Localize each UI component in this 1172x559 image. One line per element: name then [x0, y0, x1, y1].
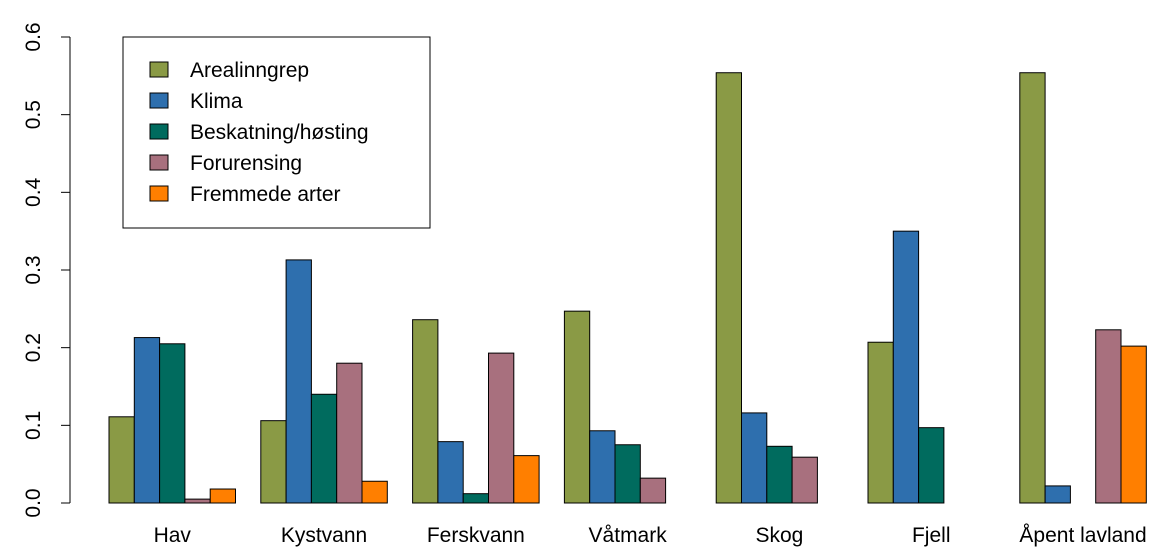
- bar: [260, 420, 287, 504]
- bar: [1120, 345, 1147, 504]
- bar: [108, 416, 135, 504]
- legend-swatch: [149, 185, 169, 202]
- bar: [159, 343, 186, 504]
- bar: [285, 259, 312, 504]
- x-tick-label: Ferskvann: [427, 524, 525, 547]
- x-tick-label: Åpent lavland: [1019, 524, 1146, 547]
- x-tick-label: Fjell: [912, 524, 951, 547]
- bar: [791, 456, 818, 504]
- bar: [488, 352, 515, 504]
- legend-swatch: [149, 154, 169, 171]
- x-tick-label: Kystvann: [281, 524, 367, 547]
- y-tick-label: 0.5: [22, 100, 45, 129]
- x-tick-label: Våtmark: [589, 524, 668, 547]
- bar: [867, 341, 894, 504]
- bar: [1019, 72, 1046, 504]
- legend-label: Arealinngrep: [190, 59, 309, 82]
- x-tick-label: Skog: [756, 524, 804, 547]
- bar: [715, 72, 743, 504]
- legend-label: Forurensing: [190, 152, 302, 175]
- bar: [184, 498, 211, 504]
- bar: [133, 337, 161, 504]
- bar: [766, 445, 793, 504]
- bar: [639, 477, 667, 504]
- bar: [589, 430, 616, 504]
- legend-swatch: [149, 92, 169, 109]
- legend-swatch: [149, 123, 169, 140]
- y-tick-label: 0.3: [22, 255, 45, 284]
- y-tick-label: 0.1: [22, 411, 45, 440]
- bar: [336, 362, 363, 504]
- bar: [892, 230, 920, 504]
- legend-label: Beskatning/høsting: [190, 121, 369, 144]
- y-tick-label: 0.2: [22, 333, 45, 362]
- bar: [741, 412, 768, 504]
- bar: [361, 480, 388, 504]
- bar: [1044, 485, 1071, 504]
- bar: [563, 310, 591, 504]
- bar: [209, 488, 236, 504]
- legend-swatch: [149, 61, 169, 78]
- legend-label: Klima: [190, 90, 243, 113]
- bar: [412, 319, 439, 504]
- legend-box: [122, 36, 431, 229]
- y-tick-label: 0.6: [22, 22, 45, 51]
- x-tick-label: Hav: [154, 524, 192, 547]
- y-tick-label: 0.4: [22, 177, 45, 207]
- bar: [513, 455, 540, 504]
- bar: [614, 444, 641, 504]
- bar: [462, 493, 490, 504]
- legend-label: Fremmede arter: [190, 183, 341, 206]
- y-tick-label: 0.0: [22, 488, 45, 517]
- bar: [918, 427, 945, 504]
- bar: [1095, 329, 1122, 504]
- bar: [310, 393, 338, 504]
- bar: [437, 441, 464, 504]
